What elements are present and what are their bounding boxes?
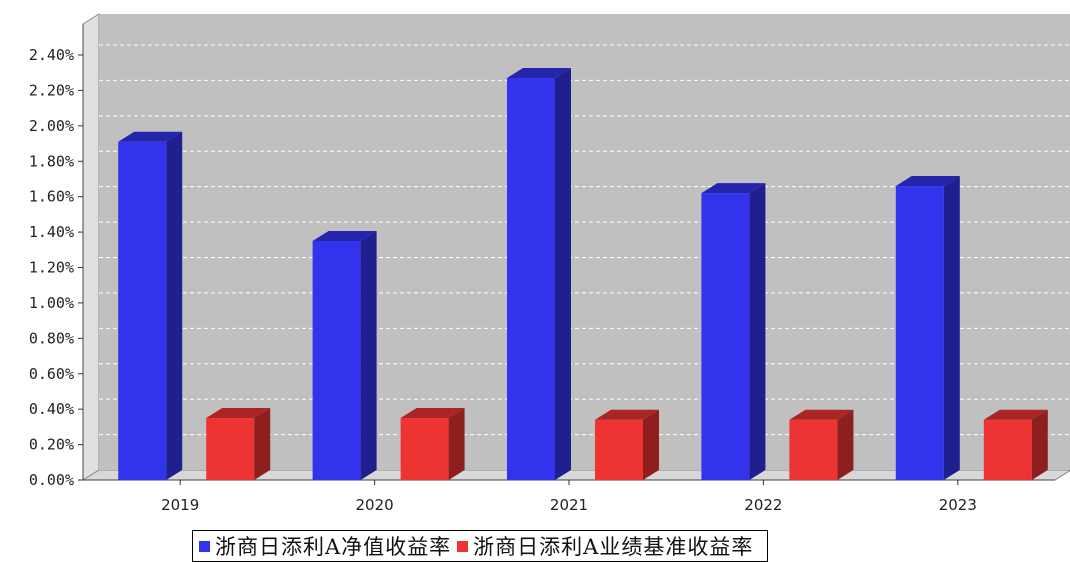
bar-2023-series-1	[983, 409, 1048, 480]
x-tick-label: 2019	[161, 496, 199, 514]
legend-swatch-red	[457, 540, 469, 552]
bar-front	[312, 240, 361, 480]
bar-side	[837, 409, 854, 480]
bar-2019-series-0	[118, 131, 183, 481]
bar-side	[360, 230, 377, 480]
bar-top	[983, 409, 1048, 420]
bar-2021-series-1	[595, 409, 659, 480]
legend: 浙商日添利A净值收益率 浙商日添利A业绩基准收益率	[192, 530, 769, 562]
x-tick-labels: 2019 2020 2021 2022 2023	[161, 496, 977, 514]
y-tick-label: 1.20%	[29, 259, 74, 277]
bar-front	[983, 419, 1032, 480]
bars	[118, 68, 1048, 481]
legend-swatch-blue	[199, 540, 210, 552]
legend-label: 浙商日添利A净值收益率	[215, 535, 452, 559]
bar-top	[118, 131, 183, 142]
bar-top	[789, 409, 854, 420]
bar-side	[749, 183, 766, 480]
grid-lines	[99, 44, 1070, 436]
legend-label: 浙商日添利A业绩基准收益率	[473, 535, 754, 559]
bar-top	[400, 408, 465, 419]
bar-side	[448, 408, 465, 480]
y-tick-label: 2.40%	[29, 46, 74, 64]
bar-side	[1031, 409, 1048, 480]
y-tick-label: 1.00%	[29, 294, 74, 312]
x-tick-label: 2020	[356, 496, 394, 514]
y-tick-labels: 0.00% 0.20% 0.40% 0.60% 0.80% 1.00% 1.20% 1.40%…	[29, 46, 74, 489]
bar-front	[400, 418, 449, 480]
bar-front	[895, 186, 944, 480]
bar-front	[206, 418, 255, 480]
legend-item-benchmark-return: 浙商日添利A业绩基准收益率	[457, 531, 753, 561]
bar-front	[789, 419, 838, 480]
plot-left-wall	[82, 13, 100, 481]
bar-2022-series-1	[789, 409, 854, 480]
bar-top	[895, 176, 960, 187]
bar-2020-series-1	[400, 408, 465, 480]
y-tick-label: 2.20%	[29, 81, 74, 99]
y-tick-label: 1.80%	[29, 152, 74, 170]
y-tick-label: 0.80%	[29, 329, 74, 347]
bar-side	[943, 176, 960, 480]
y-tick-label: 1.40%	[29, 223, 74, 241]
bar-2020-series-0	[312, 230, 377, 480]
bar-top	[206, 408, 271, 419]
y-tick-label: 0.00%	[29, 471, 74, 489]
bar-top	[507, 68, 571, 79]
bar-2019-series-1	[206, 408, 271, 480]
bar-2022-series-0	[701, 183, 766, 480]
bar-front	[701, 193, 750, 480]
bar-top	[701, 183, 766, 194]
bar-front	[595, 419, 643, 480]
y-tick-label: 2.00%	[29, 117, 74, 135]
x-tick-label: 2021	[550, 496, 588, 514]
bar-2023-series-0	[895, 176, 960, 480]
bar-side	[643, 409, 659, 480]
bar-front	[118, 141, 167, 481]
bar-side	[166, 131, 183, 481]
bar-side	[254, 408, 271, 480]
bar-top	[312, 230, 377, 241]
y-tick-label: 0.20%	[29, 436, 74, 454]
legend-item-nav-return: 浙商日添利A净值收益率	[199, 531, 451, 561]
y-tick-label: 0.40%	[29, 400, 74, 418]
y-tick-label: 0.60%	[29, 365, 74, 383]
x-tick-label: 2023	[939, 496, 977, 514]
bar-side	[555, 68, 571, 480]
bar-front	[507, 78, 555, 480]
y-tick-label: 1.60%	[29, 188, 74, 206]
bar-chart: 0.00% 0.20% 0.40% 0.60% 0.80% 1.00% 1.20% 1.40%…	[29, 13, 1070, 514]
bar-2021-series-0	[507, 68, 571, 480]
x-tick-label: 2022	[744, 496, 782, 514]
bar-top	[595, 409, 659, 420]
